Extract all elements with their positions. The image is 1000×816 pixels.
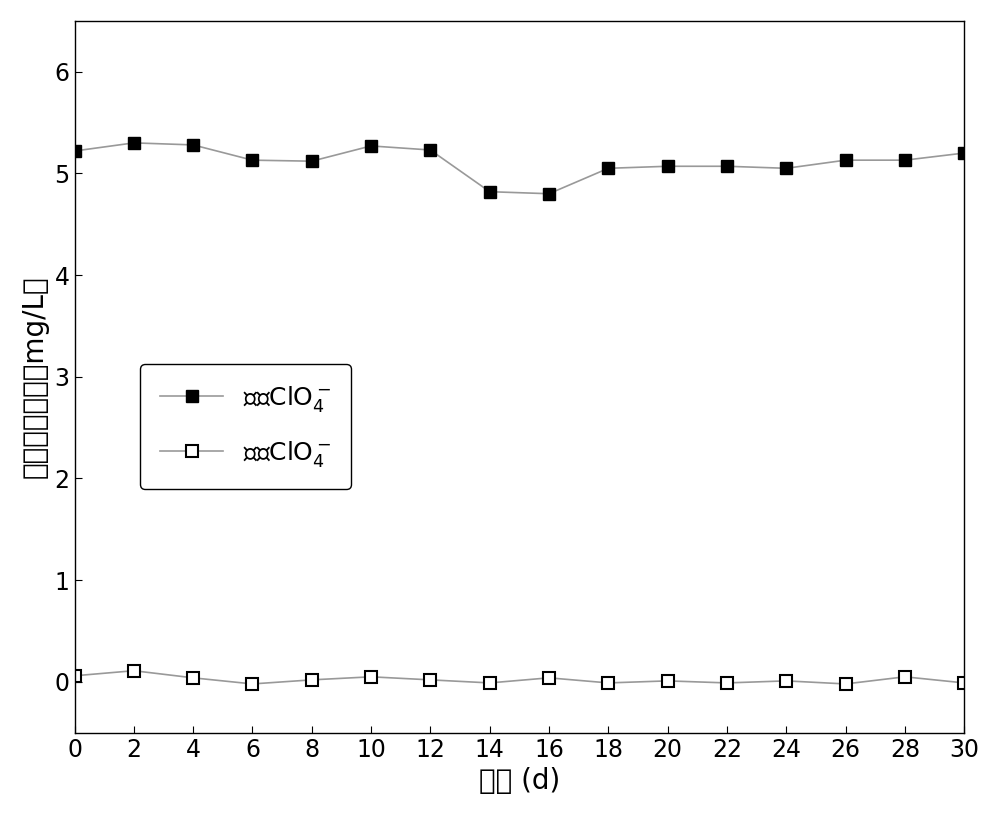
X-axis label: 时间 (d): 时间 (d) — [479, 767, 560, 795]
Legend: 进水ClO$_4^-$, 出水ClO$_4^-$: 进水ClO$_4^-$, 出水ClO$_4^-$ — [140, 364, 351, 489]
Y-axis label: 高氯酸盐浓度（mg/L）: 高氯酸盐浓度（mg/L） — [21, 276, 49, 478]
